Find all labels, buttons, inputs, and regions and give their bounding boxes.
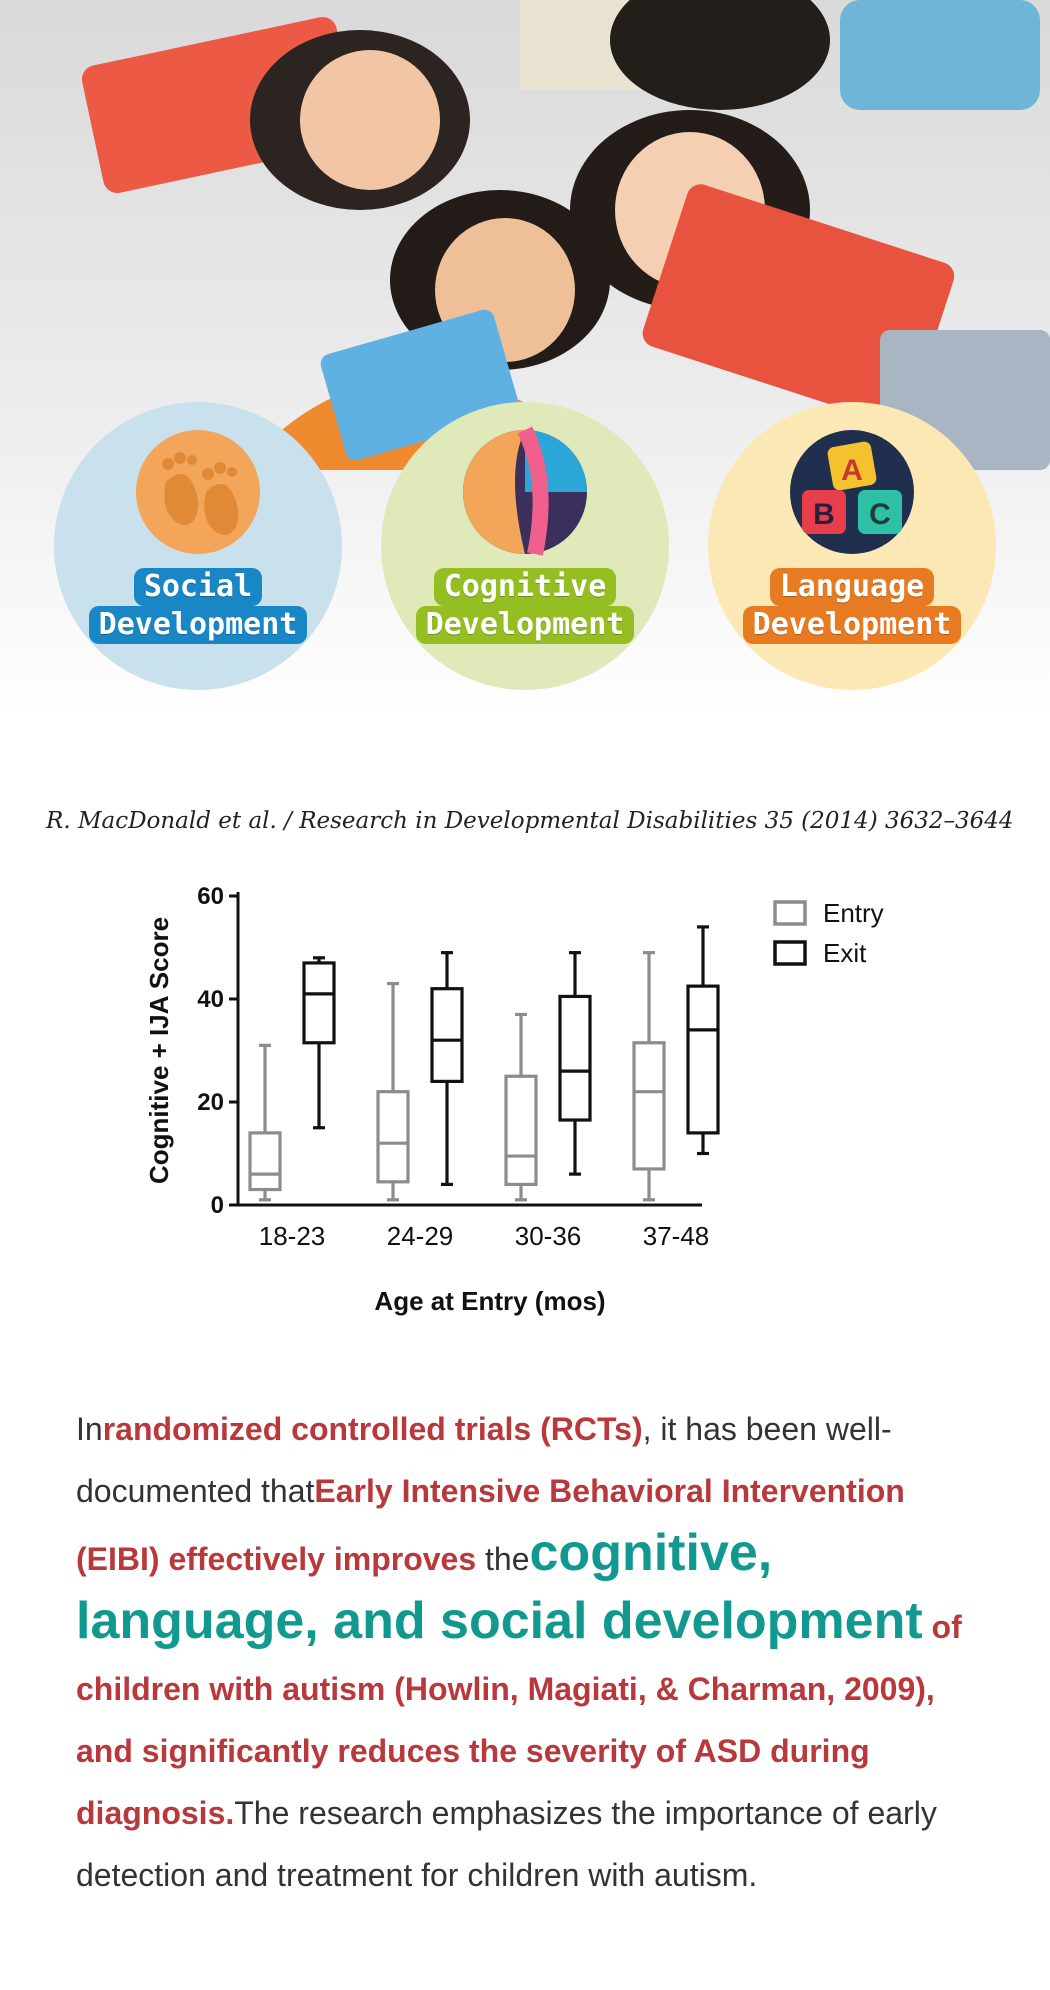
x-tick-label: 24-29 [387, 1221, 454, 1251]
abc-letter-b: B [813, 498, 835, 531]
language-label-line1: Language [769, 568, 935, 606]
box-exit-30-36 [558, 994, 592, 1122]
footprints-icon [136, 430, 260, 554]
box-entry-18-23 [248, 1131, 282, 1192]
box-entry-24-29 [376, 1090, 410, 1184]
language-development-badge: A B C Language Development [708, 402, 996, 690]
y-axis-label: Cognitive + IJA Score [144, 917, 174, 1184]
y-tick-label: 40 [197, 986, 224, 1013]
hero-photo [0, 0, 1050, 720]
box-exit-18-23 [302, 961, 336, 1045]
para-highlight-rcts: randomized controlled trials (RCTs) [102, 1411, 643, 1447]
abc-letter-c: C [869, 498, 891, 531]
para-highlight-development: cognitive, language, and social developm… [76, 1524, 923, 1650]
citation: R. MacDonald et al. / Research in Develo… [46, 808, 1014, 834]
ball-icon [463, 426, 587, 556]
boxplot-chart: 0 20 40 60 Cognitive + IJA Score 18-23 24-29 30… [144, 883, 884, 1316]
y-tick-label: 60 [197, 883, 224, 910]
legend-label-exit: Exit [823, 938, 867, 968]
box-entry-30-36 [504, 1074, 538, 1187]
para-text-4: The research emphasizes the importance o… [76, 1795, 937, 1893]
social-label-line2: Development [88, 606, 308, 644]
cognitive-development-badge: Cognitive Development [381, 402, 669, 690]
y-tick-label: 20 [197, 1089, 224, 1116]
legend-label-entry: Entry [823, 898, 884, 928]
abc-blocks-icon: A B C [790, 430, 914, 554]
y-tick-label: 0 [211, 1192, 224, 1219]
language-label-line2: Development [742, 606, 962, 644]
para-text-3: the [476, 1541, 530, 1577]
hero-banner: Social Development Cognitive Development… [0, 0, 1050, 720]
x-axis-label: Age at Entry (mos) [374, 1286, 605, 1316]
cognitive-label-line1: Cognitive [433, 568, 617, 606]
para-text-1: In [76, 1411, 103, 1447]
x-tick-label: 30-36 [515, 1221, 582, 1251]
x-tick-label: 18-23 [259, 1221, 326, 1251]
legend-swatch-exit [773, 940, 807, 966]
summary-paragraph: Inrandomized controlled trials (RCTs), i… [76, 1398, 996, 1906]
box-exit-24-29 [430, 987, 464, 1083]
para-highlight-children: of children with autism (Howlin, Magiati… [76, 1609, 962, 1831]
cognitive-label-line2: Development [415, 606, 635, 644]
legend-swatch-entry [773, 900, 807, 926]
para-highlight-eibi: Early Intensive Behavioral Intervention … [76, 1473, 905, 1577]
abc-letter-a: A [841, 454, 863, 487]
social-label-line1: Social [133, 568, 263, 606]
social-development-badge: Social Development [54, 402, 342, 690]
box-entry-37-48 [632, 1041, 666, 1171]
para-text-2: , it has been well-documented that [76, 1411, 892, 1509]
box-exit-37-48 [686, 984, 720, 1135]
x-tick-label: 37-48 [643, 1221, 710, 1251]
